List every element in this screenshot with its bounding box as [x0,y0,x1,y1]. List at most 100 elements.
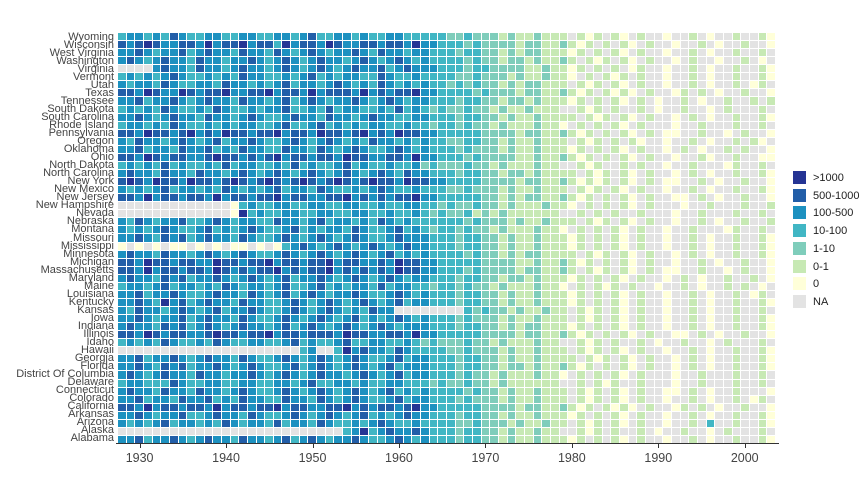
heatmap-cell [317,419,325,427]
heatmap-cell [550,250,559,258]
heatmap-cell [576,226,585,234]
heatmap-cell [490,274,498,282]
heatmap-cell [628,258,637,266]
heatmap-cell [542,363,550,371]
heatmap-cell [299,282,308,290]
heatmap-cell [550,121,559,129]
heatmap-cell [628,347,637,355]
heatmap-cell [637,145,646,153]
heatmap-cell [299,113,308,121]
heatmap-cell [646,170,654,178]
heatmap-cell [282,379,291,387]
heatmap-cell [750,315,758,323]
heatmap-cell [161,242,169,250]
heatmap-cell [516,371,524,379]
heatmap-cell [750,403,758,411]
heatmap-cell [628,137,637,145]
heatmap-cell [299,218,308,226]
heatmap-cell [360,178,369,186]
heatmap-cell [421,210,429,218]
heatmap-cell [498,290,507,298]
heatmap-cell [325,258,334,266]
heatmap-cell [169,387,178,395]
heatmap-cell [412,419,421,427]
heatmap-cell [576,282,585,290]
heatmap-cell [689,403,698,411]
heatmap-cell [542,186,550,194]
heatmap-cell [724,137,732,145]
heatmap-cell [239,250,247,258]
heatmap-cell [481,137,490,145]
heatmap-cell [230,298,239,306]
heatmap-cell [403,371,412,379]
heatmap-cell [386,234,395,242]
heatmap-cell [334,137,343,145]
heatmap-cell [299,105,308,113]
heatmap-cell [265,266,273,274]
heatmap-cell [464,226,472,234]
heatmap-cell [317,97,325,105]
heatmap-cell [143,307,152,315]
heatmap-cell [213,371,221,379]
heatmap-cell [542,395,550,403]
x-axis-tick [485,444,487,448]
heatmap-cell [628,307,637,315]
heatmap-cell [602,202,611,210]
heatmap-cell [654,282,663,290]
heatmap-cell [317,274,325,282]
heatmap-cell [706,435,715,443]
heatmap-cell [317,153,325,161]
heatmap-cell [403,403,412,411]
heatmap-cell [126,41,135,49]
heatmap-cell [698,323,706,331]
heatmap-cell [161,105,169,113]
heatmap-cell [585,371,594,379]
heatmap-cell [403,81,412,89]
heatmap-cell [351,363,360,371]
heatmap-cell [680,363,689,371]
heatmap-cell [317,298,325,306]
heatmap-cell [594,145,602,153]
heatmap-cell [550,57,559,65]
heatmap-cell [732,298,741,306]
heatmap-cell [750,411,758,419]
heatmap-cell [152,347,161,355]
heatmap-cell [611,250,620,258]
heatmap-cell [715,355,724,363]
heatmap-cell [421,315,429,323]
heatmap-cell [715,218,724,226]
heatmap-cell [464,315,472,323]
heatmap-cell [654,202,663,210]
heatmap-cell [135,419,143,427]
heatmap-cell [611,218,620,226]
heatmap-cell [758,97,767,105]
heatmap-cell [169,73,178,81]
heatmap-cell [273,411,282,419]
heatmap-cell [455,339,464,347]
heatmap-cell [299,186,308,194]
heatmap-cell [195,403,204,411]
heatmap-cell [750,89,758,97]
heatmap-cell [698,178,706,186]
heatmap-cell [481,355,490,363]
heatmap-cell [559,121,568,129]
heatmap-cell [369,298,377,306]
heatmap-cell [732,73,741,81]
heatmap-cell [689,435,698,443]
heatmap-cell [118,363,126,371]
heatmap-cell [239,121,247,129]
heatmap-cell [524,97,533,105]
heatmap-cell [343,161,351,169]
heatmap-cell [438,258,446,266]
heatmap-cell [282,226,291,234]
heatmap-cell [750,307,758,315]
heatmap-cell [533,323,542,331]
heatmap-cell [126,33,135,41]
heatmap-cell [429,113,438,121]
heatmap-cell [195,137,204,145]
heatmap-cell [343,49,351,57]
heatmap-cell [204,347,213,355]
heatmap-cell [204,419,213,427]
heatmap-cell [767,371,775,379]
heatmap-cell [187,290,195,298]
